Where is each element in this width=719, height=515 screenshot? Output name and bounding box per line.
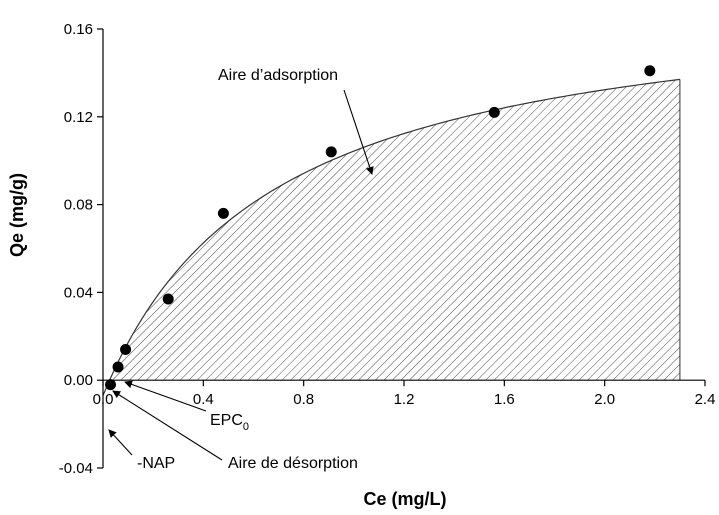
data-point [488,106,500,118]
annotation-epc-text: EPC [210,412,243,429]
annotation-epc-subscript: 0 [243,421,249,433]
x-tick-label: 1.6 [494,391,515,408]
annotation-adsorption-label: Aire d’adsorption [218,67,338,84]
adsorption-area [109,79,680,381]
data-point [112,361,124,373]
data-point [105,379,117,391]
x-tick-label: 1.2 [394,391,415,408]
x-tick-label: 0.8 [293,391,314,408]
annotation-epc: EPC0 [124,380,249,433]
y-tick-label: 0.00 [64,372,93,389]
x-ticks: 0.0 0.4 0.8 1.2 1.6 2.0 2.4 [93,380,716,408]
x-tick-label: 0.4 [193,391,214,408]
data-point [325,146,337,158]
y-ticks: -0.04 0.00 0.04 0.08 0.12 0.16 [59,21,103,477]
data-point [644,65,656,77]
annotation-desorption-arrow [112,390,223,461]
annotation-nap-arrow [108,429,133,456]
y-axis-title: Qe (mg/g) [7,173,27,257]
data-points [105,65,656,391]
annotation-epc-arrow [124,380,207,412]
x-tick-label: 2.0 [594,391,615,408]
y-tick-label: 0.08 [64,197,93,214]
x-tick-label: 0.0 [93,391,114,408]
annotation-nap-label: -NAP [137,455,175,472]
x-tick-label: 2.4 [695,391,716,408]
data-point [162,293,174,305]
annotation-epc-label: EPC0 [210,412,249,433]
x-axis-title: Ce (mg/L) [364,489,447,509]
y-tick-label: -0.04 [59,460,93,477]
annotation-adsorption-arrow [343,89,374,175]
annotation-desorption-label: Aire de désorption [228,455,358,472]
annotation-nap: -NAP [108,429,175,472]
fit-curve [102,78,680,396]
annotation-adsorption: Aire d’adsorption [218,67,374,175]
data-point [120,343,132,355]
annotation-desorption: Aire de désorption [112,390,358,472]
y-tick-label: 0.16 [64,21,93,38]
y-tick-label: 0.04 [64,284,93,301]
y-tick-label: 0.12 [64,109,93,126]
data-point [217,207,229,219]
